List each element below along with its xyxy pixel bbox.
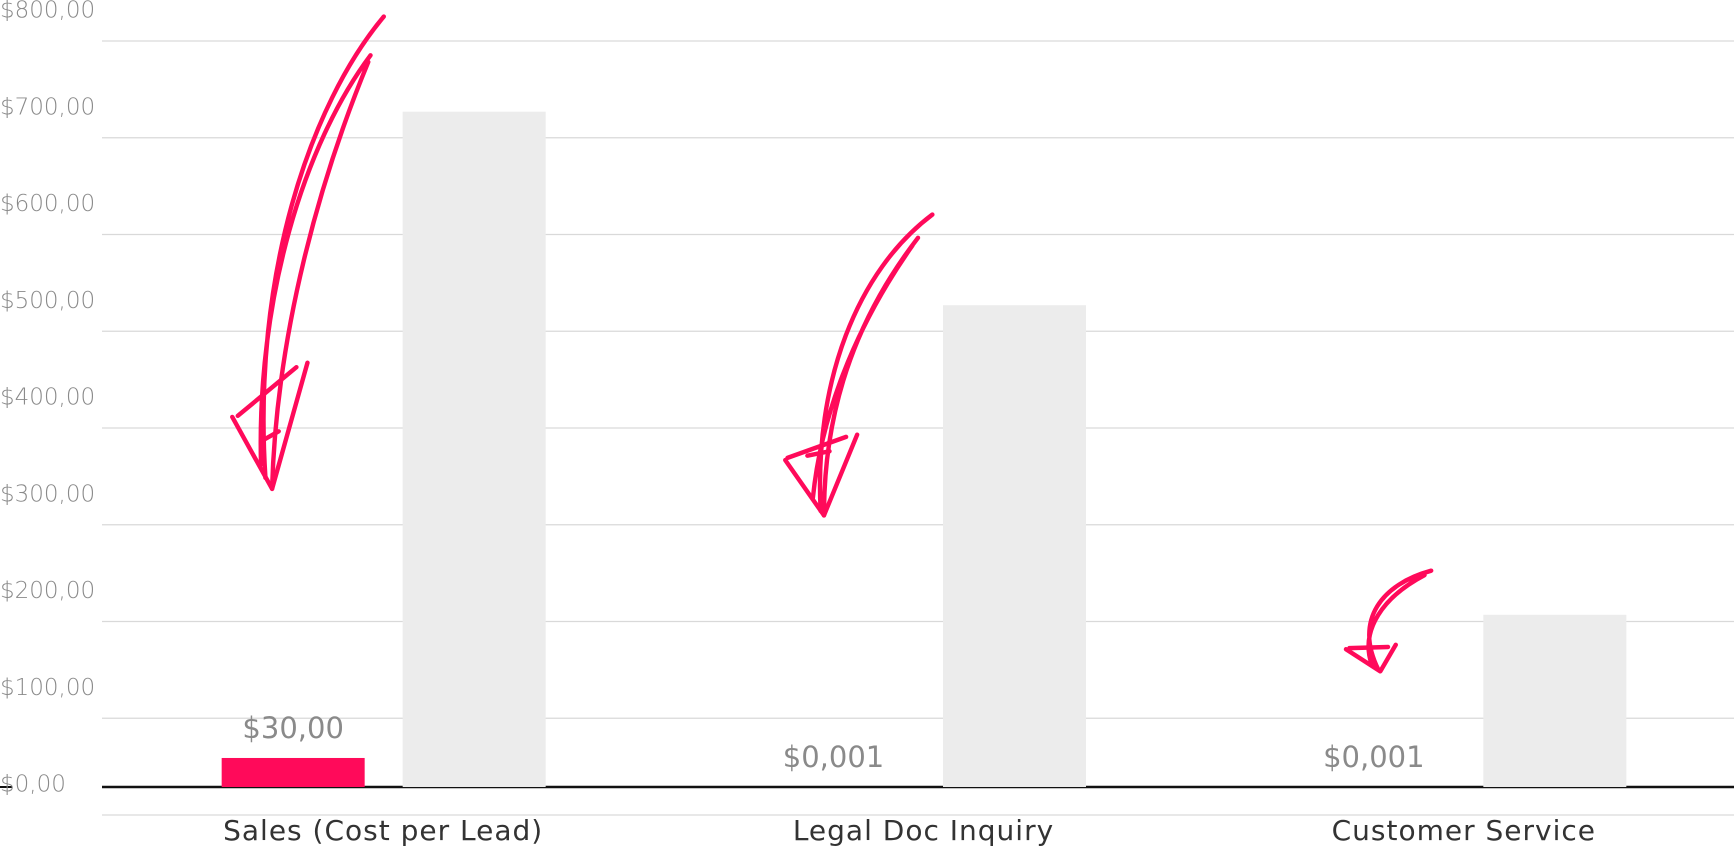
bars — [222, 112, 1627, 787]
y-tick-label: $100,00 — [0, 675, 95, 701]
bar — [1483, 615, 1626, 787]
value-label: $30,00 — [242, 711, 343, 745]
arrow — [261, 17, 384, 489]
arrow-head — [232, 363, 307, 489]
labels: $0,00 $100,00 $200,00 $300,00 $400,00 $500,00… — [0, 0, 1596, 847]
y-tick-label: $400,00 — [0, 385, 95, 411]
y-tick-label: $0,00 — [0, 772, 66, 798]
value-label: $0,001 — [1323, 740, 1424, 774]
y-tick-label: $300,00 — [0, 481, 95, 507]
y-tick-label: $700,00 — [0, 94, 95, 120]
bar — [403, 112, 546, 787]
value-label: $0,001 — [783, 740, 884, 774]
y-tick-label: $500,00 — [0, 288, 95, 314]
chart: $0,00 $100,00 $200,00 $300,00 $400,00 $500,00… — [0, 0, 1734, 849]
arrow — [813, 215, 932, 516]
y-tick-label: $600,00 — [0, 191, 95, 217]
y-tick-label: $200,00 — [0, 578, 95, 604]
bar — [222, 758, 365, 787]
arrow — [1369, 571, 1432, 669]
bar — [943, 305, 1086, 787]
x-tick-label: Legal Doc Inquiry — [793, 814, 1054, 847]
x-tick-label: Sales (Cost per Lead) — [223, 814, 543, 847]
x-tick-label: Customer Service — [1332, 814, 1596, 847]
y-tick-label: $800,00 — [0, 0, 95, 24]
